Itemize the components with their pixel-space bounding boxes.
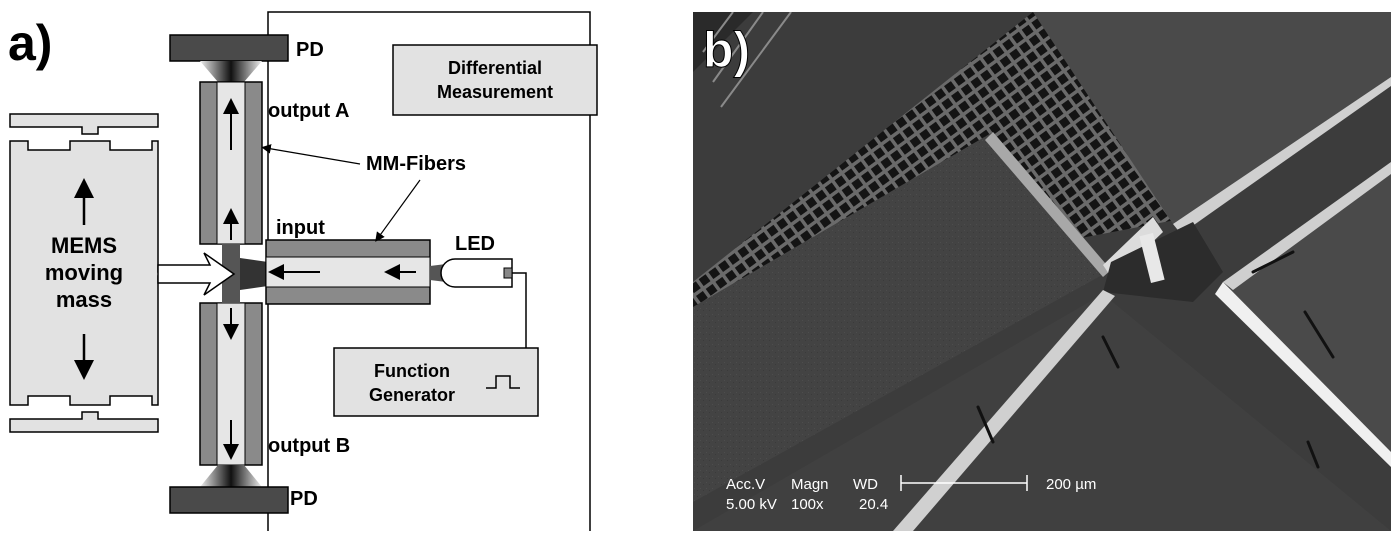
scale-bar-label: 200 µm bbox=[1046, 476, 1096, 493]
mems-label-1: MEMS bbox=[51, 233, 117, 258]
mass-motion-arrow bbox=[157, 252, 236, 296]
panel-a-label: a) bbox=[8, 15, 52, 71]
fiber-tip bbox=[1139, 233, 1165, 283]
beam-into-input bbox=[240, 258, 268, 290]
scale-bar bbox=[900, 475, 1028, 491]
plate-top-right bbox=[1033, 12, 1391, 234]
meta-value-accv: 5.00 kV bbox=[726, 496, 777, 513]
beam-cone-top bbox=[200, 61, 262, 82]
plate-top-right-edge bbox=[1173, 77, 1391, 234]
panel-b-label: b) bbox=[703, 22, 750, 78]
meta-value-magn: 100x bbox=[791, 496, 824, 513]
plate-left-edge bbox=[985, 132, 1111, 277]
release-slits bbox=[976, 250, 1335, 469]
pd-bottom-label: PD bbox=[290, 488, 318, 510]
plate-right-bottom-edge bbox=[1215, 282, 1391, 467]
output-b-label: output B bbox=[268, 435, 350, 457]
schematic-panel: a) Differential Measurement PD output A … bbox=[0, 0, 680, 531]
sem-image: b) Acc.V Magn WD 5.00 kV 100x 20.4 200 µ… bbox=[693, 12, 1391, 531]
differential-label-2: Measurement bbox=[437, 82, 553, 102]
led-wire bbox=[512, 272, 527, 348]
sem-micrograph-panel: b) Acc.V Magn WD 5.00 kV 100x 20.4 200 µ… bbox=[693, 12, 1391, 531]
plate-left bbox=[693, 132, 1111, 502]
bright-ridge bbox=[893, 290, 1115, 531]
led-label: LED bbox=[455, 233, 495, 255]
meta-header-magn: Magn bbox=[791, 476, 829, 493]
photodiode-bottom bbox=[169, 486, 289, 514]
plate-right-top-edge bbox=[1223, 162, 1391, 290]
pulse-icon bbox=[486, 375, 520, 389]
function-label-1: Function bbox=[374, 361, 450, 381]
led-body bbox=[440, 258, 513, 288]
meta-header-wd: WD bbox=[853, 476, 878, 493]
function-label-2: Generator bbox=[369, 385, 455, 405]
differential-label-1: Differential bbox=[448, 58, 542, 78]
comb-fingers bbox=[693, 12, 753, 72]
mm-fibers-pointer-input bbox=[375, 179, 421, 242]
substrate-bottom bbox=[693, 294, 1391, 531]
mm-fibers-label: MM-Fibers bbox=[366, 153, 466, 175]
mems-label-2: moving bbox=[45, 260, 123, 285]
led-chip bbox=[503, 267, 513, 279]
differential-measurement-box bbox=[392, 44, 598, 116]
central-gap bbox=[1103, 222, 1223, 302]
sem-metadata: Acc.V Magn WD 5.00 kV 100x 20.4 bbox=[726, 476, 888, 513]
mems-moving-mass bbox=[9, 113, 201, 433]
schematic-svg: a) Differential Measurement PD output A … bbox=[8, 11, 598, 531]
photodiode-top bbox=[169, 34, 289, 62]
meta-header-accv: Acc.V bbox=[726, 476, 765, 493]
pd-top-label: PD bbox=[296, 39, 324, 61]
beam-cone-bottom bbox=[200, 465, 262, 487]
comb-finger-lines bbox=[702, 12, 792, 108]
mm-fibers-pointer-a bbox=[261, 144, 361, 165]
output-a-label: output A bbox=[268, 100, 349, 122]
function-generator-box bbox=[333, 347, 539, 417]
meta-value-wd: 20.4 bbox=[859, 496, 888, 513]
mems-label-3: mass bbox=[56, 287, 112, 312]
input-label: input bbox=[276, 217, 325, 239]
